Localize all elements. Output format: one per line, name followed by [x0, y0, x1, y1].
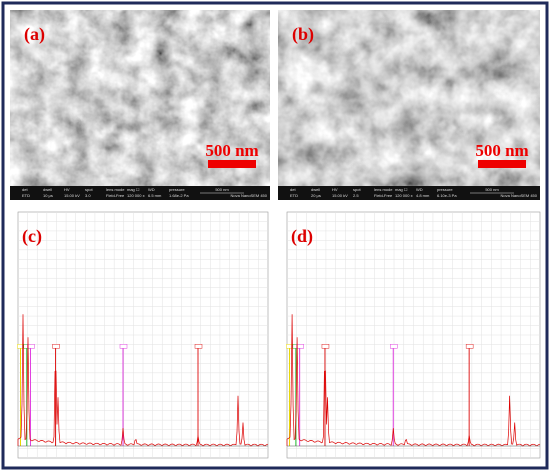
info-header: det [22, 187, 28, 192]
info-value: 10 μs [43, 193, 53, 198]
info-header: spot [353, 187, 361, 192]
info-header: dwell [311, 187, 320, 192]
spectrum [17, 314, 269, 447]
instrument: Nova NanoSEM 450 [501, 193, 538, 198]
marker-tag [296, 344, 304, 349]
info-bar [278, 186, 540, 200]
info-value: 6.10e-3 Pa [437, 193, 457, 198]
info-value: 4.8 mm [416, 193, 430, 198]
info-value: 3.0 [85, 193, 91, 198]
marker-tag [390, 344, 398, 349]
info-value: Field-Free [374, 193, 393, 198]
info-value: Field-Free [106, 193, 125, 198]
info-header: mag ☐ [127, 187, 140, 192]
info-header: det [290, 187, 296, 192]
marker-tag [321, 344, 330, 349]
info-header: HV [332, 187, 338, 192]
marker-tag [52, 344, 60, 349]
scale-bar-label: 500 nm [205, 141, 258, 160]
info-bar-text: 500 nm [215, 187, 229, 192]
info-value: 15.00 kV [332, 193, 348, 198]
info-value: 6.5 mm [148, 193, 162, 198]
sem-image [278, 10, 540, 186]
instrument: Nova NanoSEM 450 [231, 193, 268, 198]
info-value: 1.68e-2 Pa [169, 193, 189, 198]
info-header: lens mode [106, 187, 125, 192]
panel-label: (b) [292, 24, 314, 45]
marker-tag [27, 344, 35, 349]
scale-bar [478, 160, 526, 168]
info-header: WD [148, 187, 155, 192]
panel-label: (a) [24, 24, 45, 45]
info-value: 15.00 kV [64, 193, 80, 198]
info-header: pressure [169, 187, 185, 192]
info-header: dwell [43, 187, 52, 192]
spectrum [286, 314, 541, 447]
info-header: pressure [437, 187, 453, 192]
info-value: 120 000 x [127, 193, 145, 198]
info-header: WD [416, 187, 423, 192]
info-value: 120 000 x [395, 193, 413, 198]
marker-tag [465, 344, 474, 349]
info-header: spot [85, 187, 93, 192]
marker-tag [119, 344, 128, 349]
info-bar [10, 186, 270, 200]
info-header: HV [64, 187, 70, 192]
info-value: 20 μs [311, 193, 321, 198]
sem-image [10, 10, 270, 186]
info-header: mag ☐ [395, 187, 408, 192]
info-value: 2.5 [353, 193, 359, 198]
info-value: ETD [290, 193, 298, 198]
info-bar-text: 500 nm [485, 187, 499, 192]
scale-bar [208, 160, 256, 168]
info-value: ETD [22, 193, 30, 198]
info-header: lens mode [374, 187, 393, 192]
marker-tag [194, 344, 203, 349]
panel-label: (c) [22, 226, 42, 247]
scale-bar-label: 500 nm [475, 141, 528, 160]
panel-label: (d) [291, 226, 313, 247]
